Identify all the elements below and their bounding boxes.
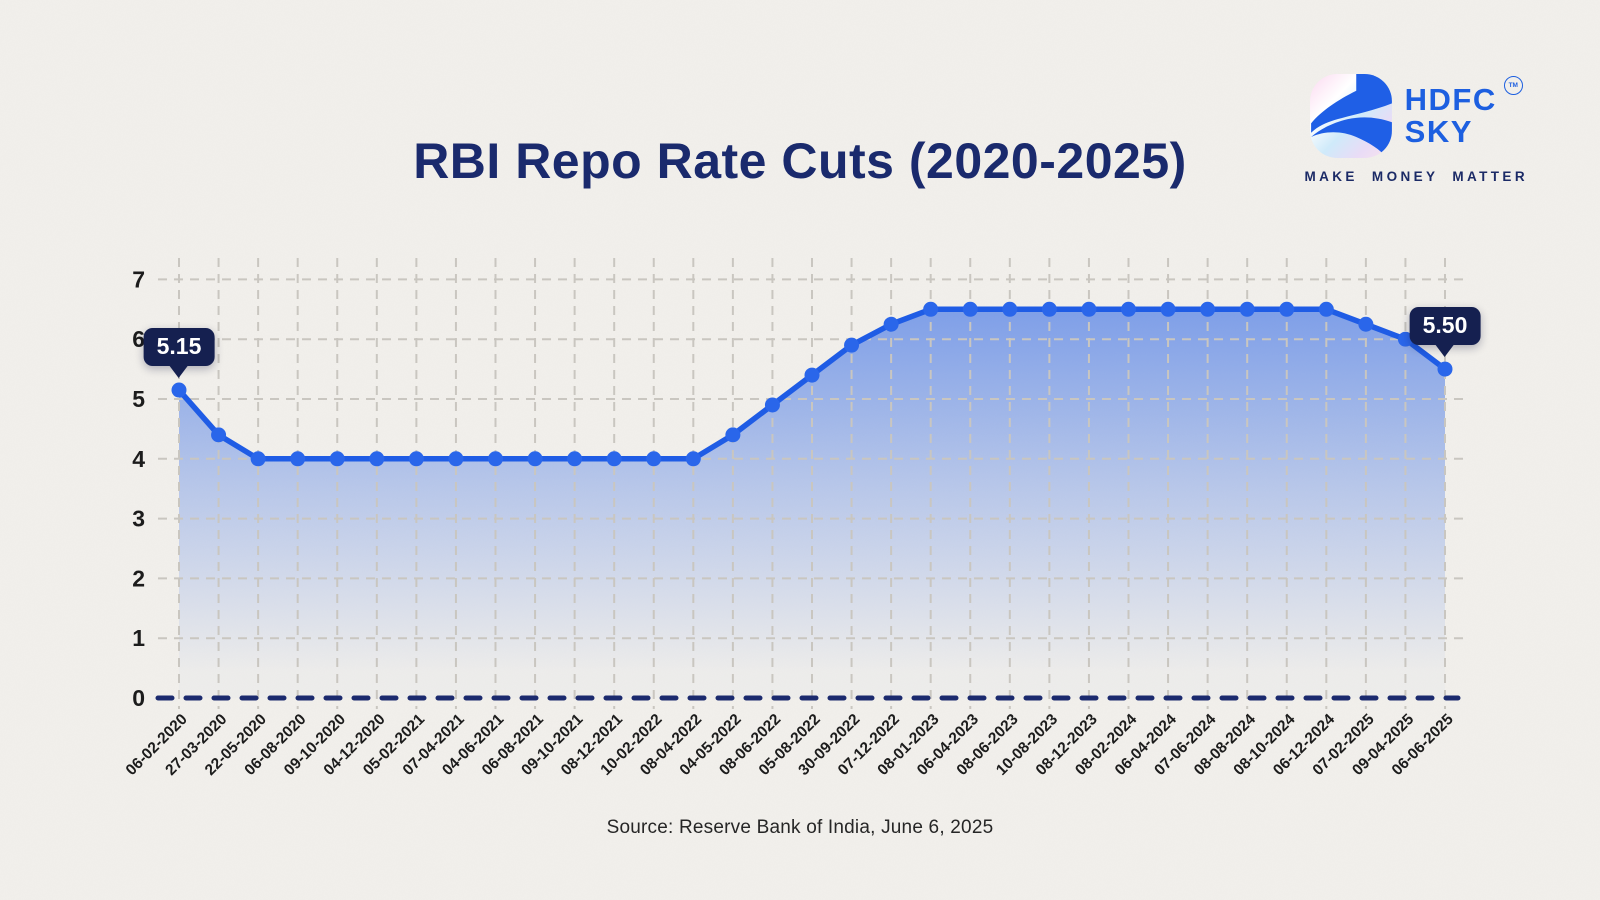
logo-row: HDFC TM SKY — [1309, 74, 1523, 158]
brand-tagline: MAKE MONEY MATTER — [1304, 169, 1528, 184]
data-point — [646, 451, 662, 467]
data-point — [1279, 301, 1295, 317]
data-point — [369, 451, 385, 467]
data-point — [923, 301, 939, 317]
brand-wordmark: HDFC TM SKY — [1404, 76, 1523, 149]
data-point — [1081, 301, 1097, 317]
data-point — [1160, 301, 1176, 317]
data-point — [804, 367, 820, 383]
data-point — [962, 301, 978, 317]
y-axis-label: 1 — [132, 625, 145, 651]
data-point — [1200, 301, 1216, 317]
y-axis-label: 3 — [132, 506, 145, 532]
data-point — [448, 451, 464, 467]
data-point — [1318, 301, 1334, 317]
hdfc-sky-logo: HDFC TM SKY MAKE MONEY MATTER — [1304, 74, 1528, 184]
y-axis-label: 4 — [132, 446, 145, 472]
data-point — [1002, 301, 1018, 317]
data-point — [1358, 316, 1374, 332]
trademark-mark: TM — [1503, 76, 1523, 96]
data-point — [290, 451, 306, 467]
data-point — [211, 427, 227, 443]
data-point — [764, 397, 780, 413]
y-axis-label: 6 — [132, 326, 145, 352]
y-axis-label: 5 — [132, 386, 145, 412]
data-point — [883, 316, 899, 332]
data-point — [1041, 301, 1057, 317]
data-point — [685, 451, 701, 467]
data-point — [527, 451, 543, 467]
y-axis-label: 0 — [132, 685, 145, 711]
data-point — [1437, 361, 1453, 377]
data-point — [1397, 331, 1413, 347]
data-point — [1121, 301, 1136, 317]
y-axis-label: 7 — [132, 266, 145, 292]
brand-name-line1: HDFC — [1404, 82, 1497, 118]
page-title: RBI Repo Rate Cuts (2020-2025) — [413, 133, 1187, 189]
data-point — [250, 451, 266, 467]
source-note: Source: Reserve Bank of India, June 6, 2… — [606, 817, 994, 838]
brand-name-line2: SKY — [1404, 114, 1473, 149]
data-point — [1239, 301, 1255, 317]
data-point — [171, 382, 187, 398]
data-point — [488, 451, 503, 467]
hdfc-sky-swoosh-icon — [1309, 74, 1392, 158]
data-point — [329, 451, 345, 467]
data-point — [725, 427, 741, 443]
data-point — [567, 451, 583, 467]
data-point — [844, 337, 860, 353]
y-axis-label: 2 — [132, 565, 145, 591]
data-point — [606, 451, 622, 467]
data-point — [408, 451, 424, 467]
